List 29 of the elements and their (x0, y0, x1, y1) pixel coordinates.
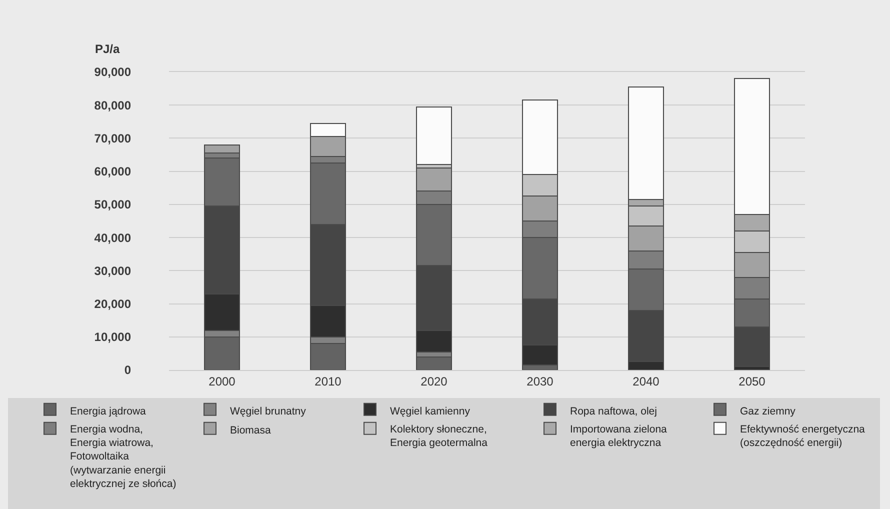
legend-label: Ropa naftowa, olej (570, 406, 657, 418)
y-tick-label: 60,000 (94, 164, 132, 179)
legend-label: Biomasa (230, 424, 272, 437)
y-tick-label: 90,000 (94, 65, 132, 80)
legend-label: Węgiel kamienny (390, 406, 471, 418)
y-tick-label: 70,000 (94, 131, 132, 146)
y-tick-label: 80,000 (94, 98, 132, 112)
x-tick-label: 2040 (632, 374, 660, 388)
x-tick-label: 2050 (738, 374, 766, 388)
legend-label: Energia jądrowa (70, 406, 146, 418)
y-tick-label: 30,000 (94, 264, 132, 278)
legend-label: Kolektory słoneczne, Energia geotermalna (390, 423, 488, 450)
legend-label: Energia wodna, Energia wiatrowa, Fotowoltaika (wytwarzanie energii elektrycznej ze słońca) (70, 423, 176, 490)
x-tick-label: 2000 (208, 374, 236, 388)
y-tick-label: 20,000 (94, 296, 132, 311)
y-tick-label: 50,000 (94, 198, 132, 212)
x-tick-label: 2030 (526, 374, 554, 388)
y-tick-label: 40,000 (94, 230, 132, 245)
legend-label: Węgiel brunatny (230, 406, 307, 418)
bar (416, 106, 452, 166)
bar (416, 356, 452, 370)
x-tick-label: 2020 (420, 374, 448, 388)
legend-label: Efektywność energetyczna (oszczędność energii) (740, 423, 866, 450)
y-tick-label: 0 (124, 363, 132, 378)
y-axis-title: PJ/a (95, 42, 120, 56)
legend-label: Importowana zielona energia elektryczna (570, 423, 668, 450)
y-tick-label: 10,000 (94, 330, 132, 344)
legend-label: Gaz ziemny (740, 406, 796, 418)
x-tick-label: 2010 (314, 374, 342, 388)
